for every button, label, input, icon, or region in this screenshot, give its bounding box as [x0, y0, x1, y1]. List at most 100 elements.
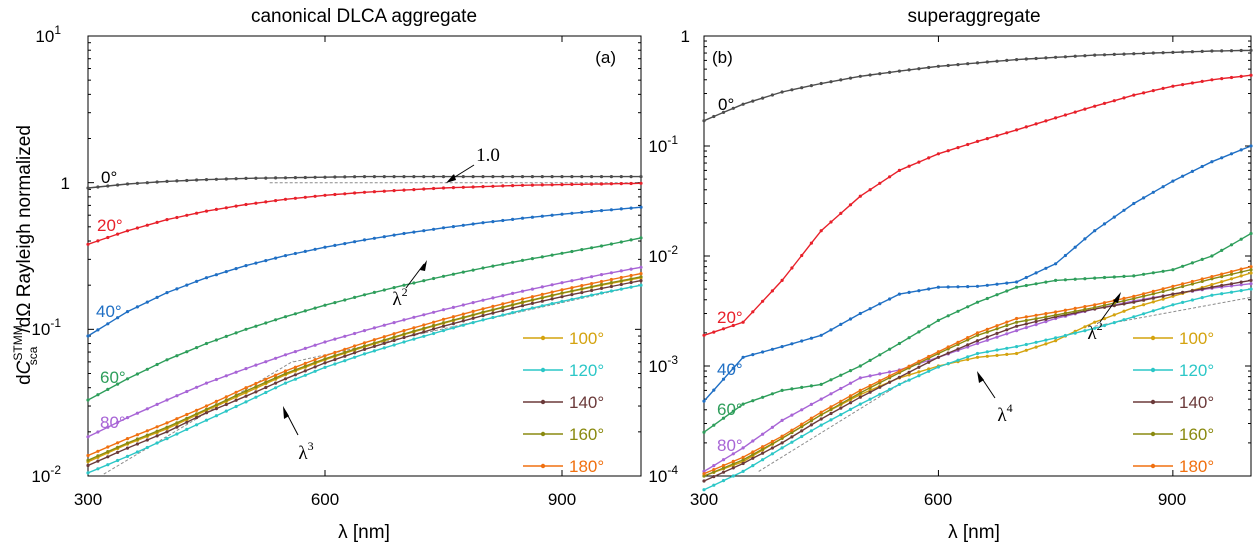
data-point: [1044, 312, 1048, 316]
data-point: [372, 341, 376, 345]
data-point: [780, 446, 784, 450]
data-point: [839, 399, 843, 403]
data-point: [293, 368, 297, 372]
data-point: [451, 225, 455, 229]
data-point: [1054, 262, 1058, 266]
data-point: [751, 353, 755, 357]
data-point: [1054, 313, 1058, 317]
data-point: [1132, 201, 1136, 206]
data-point: [1151, 292, 1155, 296]
panel-a-label: (a): [595, 48, 616, 67]
data-point: [975, 339, 980, 343]
data-point: [809, 84, 814, 88]
data-point: [1239, 270, 1243, 274]
data-point: [888, 370, 892, 374]
legend-label: 180°: [569, 457, 604, 476]
data-point: [639, 272, 643, 276]
panel-a-title: canonical DLCA aggregate: [251, 6, 477, 27]
data-point: [1073, 110, 1077, 114]
data-point: [936, 64, 941, 68]
data-point: [135, 181, 139, 185]
data-point: [362, 347, 367, 351]
data-point: [540, 183, 544, 187]
data-point: [1015, 324, 1019, 328]
data-point: [1142, 91, 1146, 95]
data-point: [1181, 264, 1185, 268]
data-point: [639, 279, 643, 283]
annotation-arrow-l2: [405, 263, 425, 289]
data-point: [283, 176, 288, 180]
data-point: [155, 295, 159, 299]
legend-entry-140: 140°: [1133, 393, 1214, 412]
data-point: [175, 432, 179, 436]
data-point: [712, 464, 716, 468]
data-point: [712, 330, 716, 334]
data-point: [1161, 51, 1165, 55]
data-point: [1190, 279, 1194, 284]
data-point: [1142, 303, 1146, 307]
data-point: [86, 186, 90, 190]
panel-b: superaggregate (b) 300 600 900 λ [nm] 10…: [648, 6, 1253, 543]
data-point: [878, 181, 882, 185]
data-point: [303, 361, 307, 365]
data-point: [165, 358, 169, 362]
series-160deg: [86, 275, 643, 462]
data-point: [353, 355, 357, 359]
data-point: [985, 338, 989, 342]
data-point: [1015, 128, 1019, 132]
panel-a-xtick-900: 900: [548, 490, 576, 509]
data-point: [809, 241, 814, 245]
data-point: [491, 175, 495, 179]
data-point: [1200, 287, 1204, 291]
data-point: [809, 402, 814, 406]
data-point: [362, 175, 367, 179]
data-point: [392, 321, 396, 325]
data-point: [204, 178, 209, 182]
data-point: [995, 353, 999, 357]
data-point: [412, 333, 416, 337]
data-point: [590, 182, 594, 186]
data-point: [1034, 271, 1038, 275]
data-point: [195, 346, 199, 350]
data-point: [975, 284, 980, 288]
data-point: [86, 435, 90, 439]
data-point: [927, 287, 931, 291]
panel-b-label: (b): [712, 48, 733, 67]
data-point: [1151, 289, 1155, 293]
data-point: [609, 289, 614, 293]
data-point: [927, 367, 931, 371]
data-point: [353, 344, 357, 348]
annotation-lambda4: λ4: [997, 401, 1012, 426]
data-point: [175, 354, 179, 358]
data-point: [165, 425, 169, 429]
data-point: [712, 470, 716, 474]
data-point: [422, 175, 426, 179]
data-point: [1102, 222, 1107, 226]
data-point: [936, 152, 941, 156]
data-point: [1132, 93, 1136, 97]
data-point: [712, 388, 716, 392]
data-point: [1210, 283, 1214, 287]
panel-a-xtick-300: 300: [74, 490, 102, 509]
data-point: [995, 335, 999, 339]
data-point: [1190, 289, 1194, 293]
data-point: [868, 374, 872, 378]
data-point: [510, 291, 515, 295]
series-60deg: [86, 236, 643, 402]
data-point: [106, 463, 110, 467]
data-point: [570, 279, 574, 283]
data-point: [829, 405, 833, 409]
data-point: [1044, 56, 1048, 60]
data-point: [185, 350, 189, 354]
data-point: [491, 296, 495, 300]
data-point: [1122, 274, 1126, 278]
data-point: [333, 301, 337, 305]
data-point: [995, 327, 999, 331]
data-point: [244, 394, 248, 398]
data-point: [461, 323, 465, 327]
data-point: [975, 139, 980, 143]
data-point: [858, 74, 862, 78]
data-point: [1005, 58, 1009, 63]
legend-entry-100: 100°: [1133, 329, 1214, 348]
